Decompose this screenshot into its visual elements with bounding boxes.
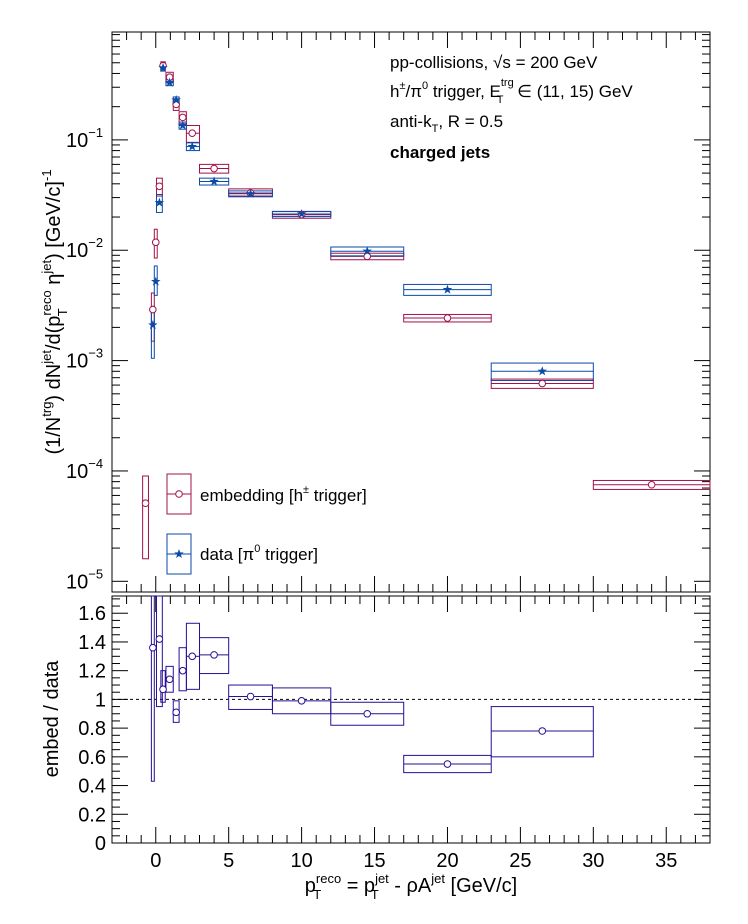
spectrum-embedding-point [188, 129, 197, 137]
annotation-collision-system: pp-collisions, √s = 200 GeV [390, 53, 598, 72]
annotation-jet-algorithm: anti-kT, R = 0.5 [390, 112, 503, 135]
spectrum-data-point [151, 276, 161, 286]
ratio-y-tick-label: 0 [95, 833, 106, 855]
ratio-embedding-box [490, 706, 594, 758]
spectrum-embedding-point [538, 379, 547, 388]
ratio-x-tick-label: 20 [436, 850, 458, 872]
spectrum-embedding-box [185, 125, 201, 143]
spectrum-y-tick-label: 10−1 [66, 125, 103, 152]
ratio-y-tick-label: 1.2 [78, 661, 106, 683]
spectrum-y-tick-label: 10−5 [66, 566, 103, 593]
ratio-y-tick-label: 0.6 [78, 747, 106, 769]
spectrum-embedding-point [141, 499, 150, 508]
ratio-embedding-point [149, 643, 157, 652]
ratio-x-tick-label: 35 [655, 850, 677, 872]
spectrum-uncertainty-boxes [142, 61, 711, 560]
spectrum-embedding-point [155, 182, 164, 191]
ratio-y-axis-title: embed / data [41, 660, 63, 778]
spectrum-data-point [177, 120, 188, 130]
spectrum-data-point [296, 209, 307, 219]
ratio-embedding-point [172, 708, 180, 717]
spectrum-embedding-point [178, 113, 187, 122]
spectrum-y-axis-title: (1/Ntrg) dNjet/d(precoT ηjet) [GeV/c]-1 [39, 169, 70, 454]
ratio-x-tick-label: 25 [509, 850, 531, 872]
spectrum-data-point [158, 62, 168, 72]
ratio-embedding-point [165, 675, 174, 684]
spectrum-data-point [164, 77, 175, 87]
ratio-y-axis: 0 0.2 0.4 0.6 0.8 1 1.2 1.4 1.6 [78, 598, 710, 855]
ratio-embedding-box [150, 595, 155, 782]
spectrum-embedding-point [151, 238, 160, 247]
spectrum-embedding-box [142, 475, 149, 560]
ratio-x-axis-title: preco T = pjet T - ρAjet [GeV/c] [305, 871, 517, 902]
spectrum-data-point [148, 320, 158, 330]
annotation-charged-jets: charged jets [390, 143, 490, 162]
ratio-y-tick-label: 0.8 [78, 718, 106, 740]
spectrum-data-point [537, 366, 548, 376]
ratio-embedding-box [155, 595, 163, 708]
ratio-y-tick-label: 0.4 [78, 776, 106, 798]
ratio-markers [149, 635, 547, 768]
ratio-embedding-point [363, 709, 372, 718]
ratio-x-tick-label: 10 [290, 850, 312, 872]
spectrum-data-point [442, 284, 453, 294]
legend-data-label: data [π0 trigger] [200, 543, 318, 564]
ratio-embedding-point [538, 727, 547, 735]
ratio-panel: 0 0.2 0.4 0.6 0.8 1 1.2 1.4 1.6 0 5 10 15 20 25 30 35 e… [41, 595, 711, 902]
spectrum-y-axis: 10−5 10−4 10−3 10−2 10−1 [66, 34, 710, 593]
ratio-y-tick-label: 1.6 [78, 603, 106, 625]
spectrum-x-axis-ticks [111, 32, 711, 592]
spectrum-y-tick-label: 10−4 [66, 456, 103, 483]
legend-data-marker [174, 549, 184, 559]
spectrum-embedding-point [210, 164, 218, 173]
spectrum-data-point [362, 246, 372, 256]
spectrum-plot-frame [111, 31, 711, 593]
ratio-plot-frame [111, 595, 711, 844]
spectrum-data-point [171, 94, 181, 105]
ratio-y-tick-label: 1 [95, 689, 106, 711]
ratio-embedding-box [199, 637, 230, 675]
spectrum-data-point [187, 141, 197, 151]
spectrum-data-point [154, 197, 165, 207]
ratio-x-tick-label: 15 [363, 850, 385, 872]
ratio-embedding-point [210, 651, 218, 659]
annotation-trigger: h±/π0 trigger, Etrg T ∈ (11, 15) GeV [390, 77, 633, 106]
spectrum-embedding-point [647, 480, 656, 489]
legend: embedding [h± trigger] data [π0 trigger] [166, 473, 367, 575]
ratio-embedding-point [155, 635, 164, 643]
spectrum-data-point [245, 188, 256, 198]
ratio-uncertainty-boxes [150, 595, 594, 782]
ratio-embedding-point [178, 666, 187, 675]
spectrum-panel: 10−5 10−4 10−3 10−2 10−1 (1/Ntrg) dNjet/d(pr… [39, 31, 711, 593]
spectrum-y-tick-label: 10−3 [66, 346, 103, 373]
legend-embedding-label: embedding [h± trigger] [200, 484, 367, 505]
legend-embedding-marker [175, 490, 183, 498]
spectrum-data-point [209, 176, 219, 186]
spectrum-embedding-point [443, 314, 452, 322]
ratio-y-tick-label: 0.2 [78, 804, 106, 826]
legend-entry-data: data [π0 trigger] [166, 533, 318, 575]
spectrum-embedding-point [149, 305, 157, 314]
ratio-embedding-point [188, 652, 197, 661]
ratio-embedding-point [297, 697, 306, 705]
spectrum-y-tick-label: 10−2 [66, 235, 103, 262]
ratio-embedding-point [443, 760, 452, 768]
spectrum-data-box [155, 194, 163, 213]
ratio-x-axis: 0 5 10 15 20 25 30 35 [111, 596, 711, 872]
ratio-x-tick-label: 30 [582, 850, 604, 872]
spectrum-annotations: pp-collisions, √s = 200 GeV h±/π0 trigge… [390, 53, 633, 162]
spectrum-markers [141, 61, 656, 508]
ratio-x-tick-label: 5 [223, 850, 234, 872]
ratio-x-tick-label: 0 [150, 850, 161, 872]
spectrum-data-box [150, 305, 155, 359]
ratio-y-tick-label: 1.4 [78, 632, 106, 654]
ratio-embedding-point [159, 685, 167, 694]
legend-entry-embedding: embedding [h± trigger] [166, 473, 367, 515]
ratio-embedding-point [246, 692, 255, 701]
